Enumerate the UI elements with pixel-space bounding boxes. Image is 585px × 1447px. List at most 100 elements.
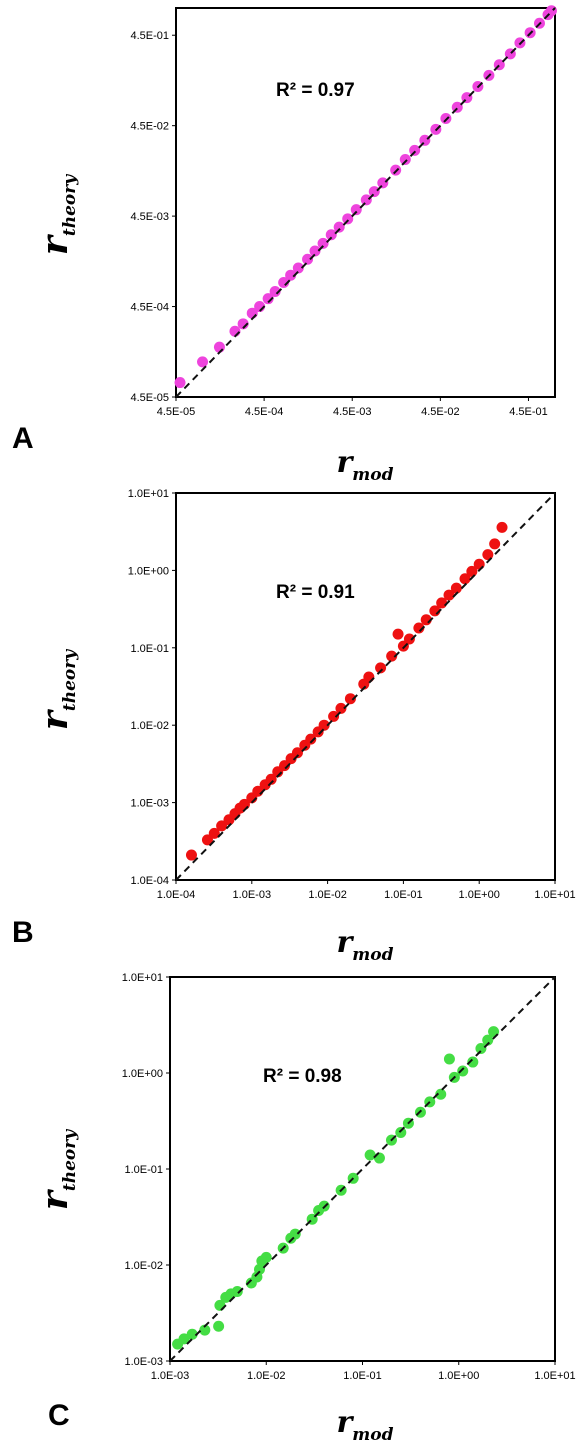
panel-b-x-tick-label: 1.0E-03 xyxy=(233,889,272,901)
panel-c-data-point xyxy=(199,1324,211,1336)
panel-c-data-point xyxy=(435,1088,447,1100)
panel-a-reference-line xyxy=(175,7,556,398)
panel-a-data-point xyxy=(292,262,304,274)
panel-c-y-tick-label: 1.0E-03 xyxy=(124,1356,163,1368)
panel-a-letter: A xyxy=(12,422,34,455)
panel-c-x-axis-label: rmod xyxy=(336,1405,393,1445)
panel-c-data-point xyxy=(475,1042,487,1054)
panel-b-y-tick-label: 1.0E-04 xyxy=(130,875,169,887)
panel-a-data-point xyxy=(309,245,321,257)
panel-b-data-point xyxy=(265,773,277,785)
panel-c-data-point xyxy=(178,1333,190,1345)
panel-c-data-point xyxy=(364,1149,376,1161)
panel-b-y-tick-label: 1.0E+01 xyxy=(128,488,169,500)
panel-c-data-point xyxy=(186,1328,198,1340)
panel-b-data-point xyxy=(489,538,501,550)
panel-a-x-tick-label: 4.5E-03 xyxy=(333,406,372,418)
panel-b-data-point xyxy=(450,582,462,594)
panel-a-data-point xyxy=(285,269,297,281)
panel-b-y-tick-label: 1.0E+00 xyxy=(128,565,169,577)
panel-b-data-point xyxy=(291,747,303,759)
panel-a-data-point xyxy=(325,229,337,241)
panel-b-data-point xyxy=(185,849,197,861)
panel-a-data-point xyxy=(262,293,274,305)
panel-a-data-point xyxy=(409,144,421,156)
panel-a-y-axis-label: rtheory xyxy=(34,174,80,255)
panel-c-y-tick-label: 1.0E+01 xyxy=(122,972,163,984)
panel-b-data-point xyxy=(496,521,508,533)
panel-b-x-tick-label: 1.0E+01 xyxy=(534,889,575,901)
panel-b-data-point xyxy=(459,573,471,585)
panel-b-y-tick-label: 1.0E-02 xyxy=(130,720,169,732)
panel-a-y-tick-label: 4.5E-04 xyxy=(130,302,169,314)
panel-a-x-tick-label: 4.5E-04 xyxy=(245,406,284,418)
panel-b-data-point xyxy=(363,671,375,683)
panel-a-data-point xyxy=(302,253,314,265)
panel-a-data-point xyxy=(174,377,186,389)
panel-b-data-point xyxy=(208,827,220,839)
panel-a: 4.5E-05 4.5E-04 4.5E-03 4.5E-02 4.5E-01 4.5E-… xyxy=(12,5,557,485)
panel-b-r-squared: R² = 0.91 xyxy=(276,582,355,603)
panel-b-x-tick-label: 1.0E-02 xyxy=(308,889,347,901)
panel-a-x-tick-label: 4.5E-01 xyxy=(509,406,548,418)
panel-b: 1.0E-04 1.0E-03 1.0E-02 1.0E-01 1.0E+00 1.0E+… xyxy=(12,488,576,965)
panel-b-data-point xyxy=(473,558,485,570)
panel-b-letter: B xyxy=(12,916,34,949)
panel-a-data-point xyxy=(197,356,209,368)
panel-b-data-point xyxy=(436,597,448,609)
panel-c-y-tick-label: 1.0E-01 xyxy=(124,1164,163,1176)
panel-c-data-point xyxy=(482,1034,494,1046)
panel-a-y-tick-label: 4.5E-05 xyxy=(130,392,169,404)
panel-c-data-point xyxy=(443,1053,455,1065)
panel-c-x-tick-label: 1.0E+01 xyxy=(534,1370,575,1382)
panel-c: 1.0E-03 1.0E-02 1.0E-01 1.0E+00 1.0E+01 1.0E-… xyxy=(34,972,576,1445)
panel-b-data-point xyxy=(386,650,398,662)
panel-c-marks: 1.0E-03 1.0E-02 1.0E-01 1.0E+00 1.0E+01 1.0E-… xyxy=(122,972,576,1382)
panel-b-data-point xyxy=(216,820,228,832)
panel-a-data-point xyxy=(278,277,290,289)
panel-b-data-point xyxy=(201,834,213,846)
panel-a-data-point xyxy=(333,221,345,233)
panel-b-data-point xyxy=(443,589,455,601)
panel-a-y-tick-label: 4.5E-01 xyxy=(130,30,169,42)
panel-b-data-point xyxy=(375,662,387,674)
panel-c-data-point xyxy=(253,1263,265,1275)
panel-a-data-point xyxy=(342,213,354,225)
panel-b-data-point xyxy=(278,760,290,772)
panel-a-data-point xyxy=(350,204,362,216)
panel-c-data-point xyxy=(213,1320,225,1332)
panel-b-plot-frame xyxy=(175,492,556,881)
panel-a-data-point xyxy=(377,177,389,189)
panel-a-y-tick-label: 4.5E-03 xyxy=(130,211,169,223)
panel-b-x-tick-label: 1.0E-01 xyxy=(384,889,423,901)
panel-b-x-axis-label: rmod xyxy=(336,925,393,965)
panel-b-data-point xyxy=(403,633,415,645)
panel-a-marks: 4.5E-05 4.5E-04 4.5E-03 4.5E-02 4.5E-01 4.5E-… xyxy=(130,5,557,418)
panel-c-x-tick-label: 1.0E-02 xyxy=(247,1370,286,1382)
panel-c-y-tick-label: 1.0E-02 xyxy=(124,1260,163,1272)
panel-b-x-tick-label: 1.0E-04 xyxy=(157,889,196,901)
panel-a-y-tick-label: 4.5E-02 xyxy=(130,121,169,133)
panel-b-data-point xyxy=(328,710,340,722)
panel-a-x-tick-label: 4.5E-02 xyxy=(421,406,460,418)
panel-a-data-point xyxy=(440,113,452,125)
panel-c-data-point xyxy=(395,1126,407,1138)
panel-c-x-tick-label: 1.0E-03 xyxy=(151,1370,190,1382)
panel-a-plot-frame xyxy=(175,7,556,398)
panel-b-data-point xyxy=(344,693,356,705)
panel-b-y-tick-label: 1.0E-01 xyxy=(130,643,169,655)
panel-a-data-point xyxy=(368,186,380,198)
panel-c-data-point xyxy=(231,1285,243,1297)
panel-c-reference-line xyxy=(169,976,556,1362)
panel-c-data-point xyxy=(457,1065,469,1077)
panel-a-data-point xyxy=(269,286,281,298)
panel-b-data-point xyxy=(413,622,425,634)
panel-b-data-point xyxy=(305,733,317,745)
panel-b-x-tick-label: 1.0E+00 xyxy=(459,889,500,901)
panel-c-letter: C xyxy=(48,1399,70,1432)
panel-a-data-point xyxy=(399,154,411,166)
panel-a-r-squared: R² = 0.97 xyxy=(276,80,355,101)
panel-c-data-point xyxy=(260,1251,272,1263)
panel-b-marks: 1.0E-04 1.0E-03 1.0E-02 1.0E-01 1.0E+00 1.0E+… xyxy=(128,488,576,901)
